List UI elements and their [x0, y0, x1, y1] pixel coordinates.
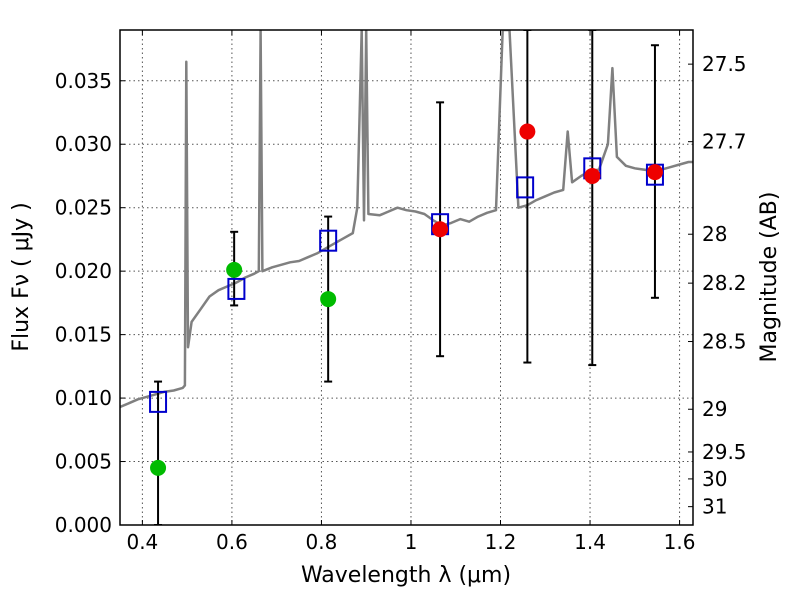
y-tick-label: 0.020: [55, 259, 112, 283]
axes: 0.4 0.6 0.8 1 1.2 1.4 1.6 0.000 0.005 0.010 0.015 0…: [55, 30, 747, 554]
y-tick-label: 0.010: [55, 386, 112, 410]
x-tick-label: 1: [405, 530, 418, 554]
y2-axis-label: Magnitude (AB): [757, 192, 782, 363]
model-spectrum-line: [120, 30, 693, 409]
x-tick-label: 0.6: [216, 530, 248, 554]
model-photometry-square: [149, 390, 168, 413]
y-tick-label: 0.000: [55, 513, 112, 537]
x-tick-label: 0.8: [306, 530, 338, 554]
y-tick-label: 0.005: [55, 450, 112, 474]
y-tick-label: 0.015: [55, 323, 112, 347]
magnitude-tick-label: 28: [702, 222, 727, 246]
observed-optical-point: [150, 459, 167, 476]
observed-infrared-point: [646, 164, 663, 181]
magnitude-tick-label: 27.7: [702, 130, 747, 154]
observed-optical-point: [226, 261, 243, 278]
model-photometry-square: [227, 277, 246, 300]
y-axis-label: Flux Fν ( μJy ): [9, 202, 34, 351]
y-tick-label: 0.025: [55, 196, 112, 220]
x-tick-label: 1.2: [485, 530, 517, 554]
magnitude-tick-label: 27.5: [702, 52, 747, 76]
magnitude-tick-label: 28.5: [702, 330, 747, 354]
x-tick-label: 1.4: [574, 530, 606, 554]
x-tick-label: 1.6: [664, 530, 696, 554]
observed-optical-point: [320, 291, 337, 308]
error-bars-layer: [154, 30, 659, 525]
observed-infrared-point: [432, 221, 449, 238]
magnitude-tick-label: 29.5: [702, 440, 747, 464]
model-photometry-square: [319, 229, 338, 252]
model-spectrum-layer: [120, 30, 693, 409]
magnitude-tick-label: 29: [702, 397, 727, 421]
y-tick-label: 0.030: [55, 132, 112, 156]
magnitude-tick-label: 30: [702, 467, 727, 491]
markers-layer: [149, 123, 664, 476]
observed-infrared-point: [584, 167, 601, 184]
x-axis-label: Wavelength λ (μm): [301, 563, 511, 588]
observed-infrared-point: [519, 123, 536, 140]
magnitude-tick-label: 28.2: [702, 271, 747, 295]
y-tick-label: 0.035: [55, 69, 112, 93]
grid-lines: [120, 30, 693, 526]
model-photometry-square: [516, 176, 535, 199]
x-tick-label: 0.4: [126, 530, 158, 554]
magnitude-tick-label: 31: [702, 495, 727, 519]
plot-frame: [119, 29, 694, 526]
